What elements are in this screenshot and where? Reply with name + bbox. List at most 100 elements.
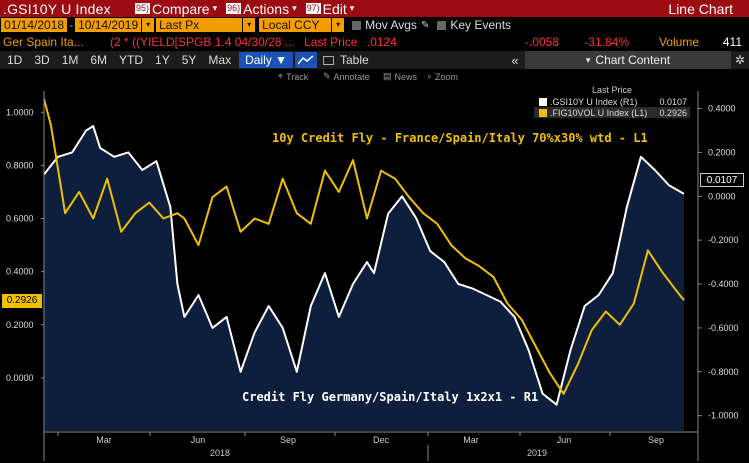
security-ticker[interactable]: .GSI10Y U Index (3, 0, 111, 17)
x-year-label-0: 2018 (210, 448, 230, 458)
actions-menu[interactable]: 96) Actions ▾ (226, 0, 297, 17)
annotate-label: Annotate (333, 71, 370, 82)
date-separator: - (69, 18, 74, 32)
chart-content-button[interactable]: ▾ Chart Content (525, 51, 731, 69)
x-axis-label-2: Sep (280, 435, 296, 445)
track-label: Track (286, 71, 309, 82)
edit-menu-label: Edit (322, 0, 347, 17)
x-axis-label-1: Jun (191, 435, 206, 445)
currency-select[interactable]: Local CCY (259, 18, 332, 32)
mov-avgs-checkbox[interactable]: Mov Avgs (352, 18, 417, 32)
period-1d[interactable]: 1D (7, 53, 23, 67)
checkbox-icon (437, 20, 447, 30)
news-icon: ▤ (383, 71, 392, 81)
net-change: -.0058 (524, 35, 559, 49)
edit-menu[interactable]: 97) Edit ▾ (305, 0, 355, 17)
calendar-dropdown-icon[interactable]: ▾ (142, 18, 155, 32)
volume-value: 411 (722, 35, 742, 49)
series-line-1 (43, 98, 685, 395)
chart-area[interactable]: 1.0000 0.8000 0.6000 0.4000 0.2000 0.0000 0.40… (0, 69, 749, 463)
period-ytd[interactable]: YTD (119, 53, 144, 67)
key-events-label: Key Events (450, 18, 512, 32)
window-title: Line Chart (668, 0, 733, 17)
chevron-down-icon: ▾ (349, 3, 355, 13)
chevron-down-icon: ▾ (585, 54, 591, 65)
date-field-row: 01/14/2018 - 10/14/2019 ▾ Last Px ▾ Loca… (0, 17, 749, 33)
period-1y[interactable]: 1Y (155, 53, 170, 67)
key-events-checkbox[interactable]: Key Events (437, 18, 511, 32)
x-axis-label-6: Sep (648, 435, 664, 445)
volume-label: Volume (658, 35, 699, 49)
chart-annotation-bottom: Credit Fly Germany/Spain/Italy 1x2x1 - R… (242, 390, 539, 404)
compare-menu[interactable]: 95) Compare ▾ (135, 1, 217, 17)
left-axis-label-5: 0.0000 (6, 373, 34, 383)
left-axis-label-2: 0.6000 (6, 214, 34, 224)
right-axis-label-1: 0.2000 (708, 147, 736, 157)
security-description: Ger Spain Ita... (3, 35, 84, 49)
period-5y[interactable]: 5Y (181, 53, 197, 67)
x-year-label-1: 2019 (527, 448, 547, 458)
annotate-tool[interactable]: ✎ Annotate (323, 71, 370, 82)
chevron-down-icon: ▾ (292, 3, 297, 13)
zoom-tool[interactable]: ⌕ Zoom (427, 71, 458, 82)
chevron-down-icon: ▾ (212, 3, 218, 13)
end-date-field[interactable]: 10/14/2019 (75, 18, 142, 32)
frequency-select[interactable]: Daily ▼ (239, 52, 293, 68)
pencil-icon[interactable]: ✎ (420, 19, 430, 31)
table-label: Table (339, 53, 369, 67)
legend-item-gsi10y[interactable]: .GSI10Y U Index (R1) 0.0107 (534, 96, 690, 107)
series-area-0 (44, 126, 684, 431)
left-axis-label-3: 0.4000 (6, 267, 34, 277)
news-tool[interactable]: ▤ News (383, 71, 417, 82)
checkbox-icon (352, 20, 362, 30)
collapse-panel-icon[interactable]: « (511, 52, 519, 68)
left-axis-label-0: 1.0000 (6, 107, 34, 117)
left-axis-label-1: 0.8000 (6, 160, 34, 170)
line-chart-icon[interactable] (294, 52, 317, 68)
security-info-row: Ger Spain Ita... (2 * ((YIELD[SPGB 1.4 0… (0, 34, 749, 50)
table-button[interactable]: Table (317, 53, 369, 67)
period-max[interactable]: Max (208, 53, 232, 67)
legend-series-value: 0.0107 (659, 96, 687, 107)
right-axis-label-2: 0.0000 (708, 191, 736, 201)
zoom-label: Zoom (435, 71, 459, 82)
percent-change: -31.84% (584, 35, 629, 49)
left-last-value-tag: 0.2926 (2, 294, 42, 308)
period-3d[interactable]: 3D (34, 53, 50, 67)
news-label: News (394, 71, 418, 82)
legend-series-name: .GSI10Y U Index (R1) (550, 96, 638, 107)
frequency-label: Daily (245, 53, 272, 67)
x-axis-label-3: Dec (373, 435, 390, 445)
chevron-down-icon[interactable]: ▾ (332, 18, 345, 32)
right-axis-label-7: -1.0000 (708, 411, 739, 421)
magnifier-icon: ⌕ (427, 71, 433, 81)
track-tool[interactable]: ⌖ Track (278, 71, 308, 82)
series-line-0 (43, 125, 685, 406)
legend-item-fig10vol[interactable]: .FIG10VOL U Index (L1) 0.2926 (534, 107, 690, 118)
line-chart[interactable]: 1.0000 0.8000 0.6000 0.4000 0.2000 0.0000 0.40… (0, 69, 749, 463)
gear-icon[interactable]: ✲ (734, 53, 746, 67)
price-field-select[interactable]: Last Px (156, 18, 243, 32)
period-6m[interactable]: 6M (90, 53, 108, 67)
right-axis-label-3: -0.2000 (708, 235, 739, 245)
period-1m[interactable]: 1M (61, 53, 79, 67)
chart-annotation-top: 10y Credit Fly - France/Spain/Italy 70%x… (272, 131, 648, 145)
legend-series-value: 0.2926 (659, 107, 687, 118)
x-axis-label-4: Mar (463, 435, 479, 445)
legend-header: Last Price (591, 85, 633, 95)
right-axis-label-4: -0.4000 (708, 279, 739, 289)
start-date-field[interactable]: 01/14/2018 (1, 18, 68, 32)
right-axis-label-6: -0.8000 (708, 367, 739, 377)
chevron-down-icon[interactable]: ▾ (243, 18, 256, 32)
x-axis-label-5: Jun (557, 435, 572, 445)
actions-menu-label: Actions (243, 0, 290, 17)
compare-menu-number: 95) (135, 3, 151, 14)
formula-text: (2 * ((YIELD[SPGB 1.4 04/30/28 ... (110, 35, 295, 49)
pencil-icon: ✎ (323, 71, 331, 81)
right-axis-label-5: -0.6000 (708, 323, 739, 333)
command-bar: .GSI10Y U Index 95) Compare ▾ 96) Action… (0, 0, 749, 17)
x-axis-label-0: Mar (96, 435, 112, 445)
last-price-label: Last Price (304, 35, 358, 49)
chart-content-label: Chart Content (595, 53, 671, 67)
security-formula: (2 * ((YIELD[SPGB 1.4 04/30/28 ... Last … (110, 35, 497, 49)
